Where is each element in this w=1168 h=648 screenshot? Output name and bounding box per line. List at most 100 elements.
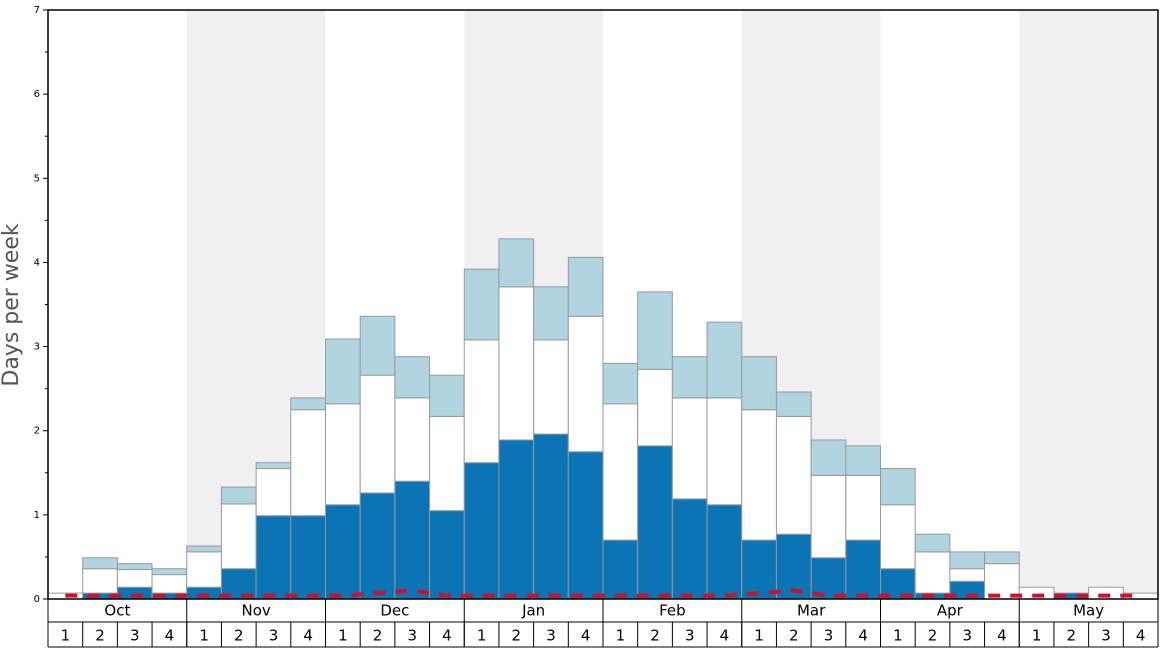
- month-label: Feb: [659, 602, 686, 620]
- bar-segment: [810, 474, 847, 559]
- month-label: Oct: [104, 602, 130, 620]
- bar-segment: [984, 551, 1020, 565]
- x-tick-label: 4: [1136, 627, 1146, 645]
- x-tick-label: 2: [650, 627, 660, 645]
- month-label: Apr: [937, 602, 964, 620]
- bar-segment: [914, 533, 951, 553]
- y-tick-label: 2: [34, 426, 40, 437]
- bar-segment: [429, 415, 465, 512]
- bar-segment: [394, 480, 431, 600]
- x-tick-label: 1: [199, 627, 209, 645]
- bar-segment: [463, 268, 500, 341]
- x-tick-label: 1: [477, 627, 487, 645]
- x-tick-label: 3: [407, 627, 417, 645]
- x-tick-label: 2: [373, 627, 383, 645]
- bar-segment: [775, 415, 812, 535]
- month-label: Nov: [241, 602, 270, 620]
- x-tick-label: 3: [962, 627, 972, 645]
- bar-segment: [533, 433, 569, 600]
- bar-segment: [220, 503, 257, 570]
- bar-segment: [637, 291, 673, 370]
- bar-segment: [671, 397, 708, 500]
- bar-segment: [290, 409, 326, 517]
- x-tick-label: 1: [338, 627, 348, 645]
- bar-segment: [498, 439, 535, 600]
- x-tick-label: 4: [720, 627, 730, 645]
- bar-segment: [637, 368, 673, 447]
- month-label: Jan: [521, 602, 545, 620]
- x-tick-label: 3: [824, 627, 834, 645]
- x-tick-label: 2: [95, 627, 105, 645]
- y-tick-label: 7: [34, 5, 40, 16]
- bar-segment: [567, 451, 604, 600]
- bar-segment: [255, 468, 292, 517]
- bar-segment: [949, 568, 986, 582]
- bar-segment: [359, 492, 396, 600]
- x-tick-label: 2: [1067, 627, 1077, 645]
- x-tick-label: 4: [165, 627, 175, 645]
- y-tick-label: 0: [34, 594, 40, 605]
- x-tick-label: 4: [581, 627, 591, 645]
- x-tick-label: 3: [1101, 627, 1111, 645]
- bar-segment: [671, 498, 708, 600]
- bar-segment: [880, 468, 916, 506]
- bar-segment: [775, 391, 812, 417]
- bar-segment: [741, 356, 777, 411]
- x-tick-label: 2: [234, 627, 244, 645]
- bar-segment: [567, 315, 604, 453]
- x-tick-label: 1: [754, 627, 764, 645]
- month-label: May: [1073, 602, 1104, 620]
- x-tick-label: 1: [61, 627, 71, 645]
- bar-segment: [533, 286, 569, 341]
- bar-segment: [290, 397, 326, 411]
- x-tick-label: 2: [512, 627, 522, 645]
- x-tick-label: 4: [442, 627, 452, 645]
- bar-segment: [394, 356, 431, 399]
- month-label: Dec: [380, 602, 409, 620]
- bar-segment: [463, 339, 500, 464]
- bar-segment: [429, 510, 465, 600]
- bar-segment: [186, 545, 222, 553]
- bar-segment: [810, 439, 847, 476]
- bar-segment: [706, 397, 743, 506]
- y-tick-label: 5: [34, 173, 40, 184]
- bar-segment: [325, 504, 361, 600]
- bar-segment: [602, 539, 639, 600]
- x-tick-label: 1: [893, 627, 903, 645]
- bar-segment: [151, 574, 188, 594]
- bar-segment: [290, 515, 326, 600]
- bar-segment: [914, 551, 951, 594]
- x-tick-label: 1: [616, 627, 626, 645]
- bar-segment: [186, 551, 222, 588]
- x-tick-label: 2: [789, 627, 799, 645]
- bar-segment: [637, 445, 673, 600]
- bar-segment: [325, 338, 361, 405]
- bar-segment: [741, 409, 777, 541]
- bar-segment: [845, 474, 881, 541]
- bar-segment: [220, 486, 257, 505]
- bar-segment: [533, 339, 569, 435]
- y-tick-label: 3: [34, 342, 40, 353]
- bar-segment: [359, 315, 396, 376]
- x-tick-label: 4: [303, 627, 313, 645]
- bar-segment: [325, 403, 361, 506]
- x-tick-label: 4: [858, 627, 868, 645]
- bar-segment: [255, 515, 292, 600]
- bar-segment: [845, 445, 881, 476]
- bar-segment: [394, 397, 431, 482]
- line: [65, 588, 1141, 598]
- bar-segment: [671, 356, 708, 399]
- x-tick-label: 1: [1032, 627, 1042, 645]
- bar-segment: [602, 362, 639, 405]
- bar-segment: [255, 462, 292, 470]
- bar-segment: [741, 539, 777, 600]
- y-tick-label: 6: [34, 89, 40, 100]
- bar-segment: [949, 551, 986, 570]
- bar-segment: [706, 321, 743, 399]
- bar-segment: [498, 238, 535, 288]
- bar-segment: [116, 569, 153, 588]
- x-tick-label: 3: [269, 627, 279, 645]
- y-axis-label: Days per week: [0, 223, 24, 386]
- bar-segment: [880, 504, 916, 570]
